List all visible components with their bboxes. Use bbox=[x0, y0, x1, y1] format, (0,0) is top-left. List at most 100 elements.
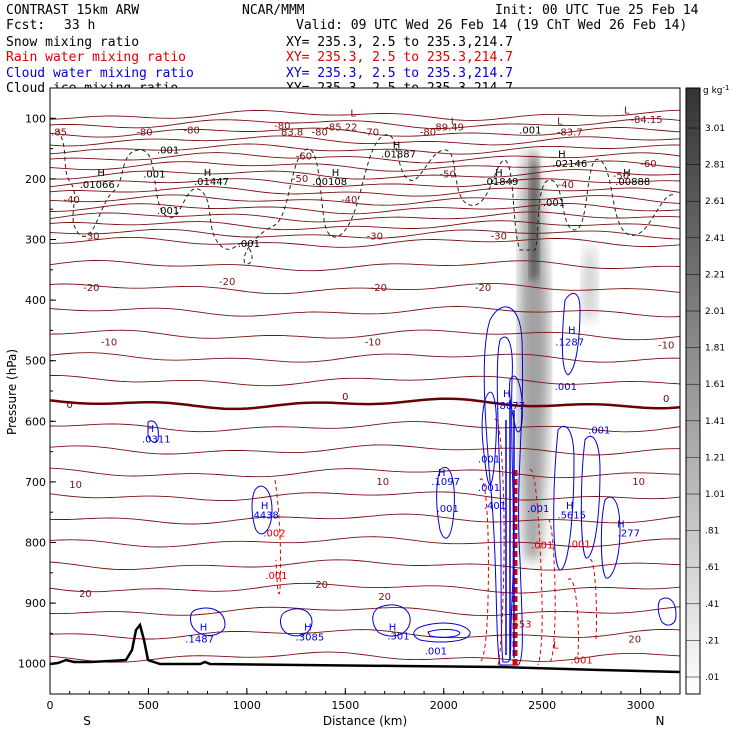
isotherm bbox=[50, 194, 680, 206]
x-tick-label: 1000 bbox=[233, 699, 261, 712]
freezing-level-isotherm bbox=[50, 397, 680, 411]
contour-label: .01066 bbox=[80, 180, 115, 191]
cloud-water-low3 bbox=[372, 604, 411, 637]
contour-label: .8077 bbox=[496, 401, 525, 412]
contour-label: H bbox=[568, 325, 576, 336]
contour-label: .001 bbox=[543, 198, 565, 209]
contour-label: 20 bbox=[628, 634, 641, 645]
rain-contour-4 bbox=[547, 519, 556, 663]
rain-contour-3 bbox=[529, 469, 543, 666]
contour-label: -20 bbox=[475, 283, 491, 294]
field-cloudwater-name: Cloud water mixing ratio bbox=[6, 66, 194, 81]
rain-contour-5 bbox=[567, 578, 579, 656]
colorbar-label: 2.41 bbox=[705, 234, 725, 244]
isotherm bbox=[50, 606, 680, 617]
contour-label: 20 bbox=[378, 592, 391, 603]
contour-label: .00108 bbox=[312, 177, 347, 188]
isotherm bbox=[50, 513, 680, 525]
contour-label: .301 bbox=[387, 631, 409, 642]
x-end-right: N bbox=[656, 714, 665, 728]
contour-label: 0 bbox=[67, 400, 73, 411]
contour-label: .5615 bbox=[557, 510, 586, 521]
contour-label: -20 bbox=[83, 283, 99, 294]
contour-label: -70 bbox=[363, 127, 379, 138]
contour-label: -80 bbox=[136, 127, 152, 138]
contour-label: .4438 bbox=[250, 510, 279, 521]
contour-label: -10 bbox=[365, 338, 381, 349]
x-tick-label: 1500 bbox=[331, 699, 359, 712]
header-title: CONTRAST 15km ARW bbox=[6, 3, 139, 18]
contour-label: H bbox=[503, 389, 511, 400]
x-tick-label: 2500 bbox=[528, 699, 556, 712]
isotherm bbox=[50, 186, 680, 197]
isotherm bbox=[50, 135, 680, 147]
contour-label: .001 bbox=[157, 145, 179, 156]
isotherm bbox=[50, 127, 680, 138]
cloud-water-low1 bbox=[190, 607, 226, 636]
contour-label: .001 bbox=[143, 170, 165, 181]
contour-label: .001 bbox=[555, 382, 577, 393]
contour-label: .001 bbox=[568, 539, 590, 550]
x-axis-label: Distance (km) bbox=[323, 714, 407, 728]
contour-label: 89.49 bbox=[435, 122, 464, 133]
contour-label: H bbox=[617, 519, 625, 530]
cloud-water-west2 bbox=[147, 420, 159, 443]
isotherm bbox=[50, 211, 680, 223]
contour-label: H bbox=[438, 468, 446, 479]
header-fcst-label: Fcst: bbox=[6, 18, 45, 33]
cloud-ice-contour bbox=[57, 129, 676, 265]
temperature-isotherms bbox=[50, 109, 680, 663]
terrain-line bbox=[50, 622, 680, 674]
isotherm bbox=[50, 109, 680, 121]
cloud-water-low4 bbox=[413, 622, 471, 643]
header-valid: Valid: 09 UTC Wed 26 Feb 14 (19 ChT Wed … bbox=[296, 18, 687, 33]
x-tick-label: 3000 bbox=[627, 699, 655, 712]
contour-label: -30 bbox=[491, 232, 507, 243]
isotherm bbox=[50, 203, 680, 215]
snow-streak-core bbox=[529, 150, 540, 280]
colorbar-label: 1.01 bbox=[705, 490, 725, 500]
header-init: Init: 00 UTC Tue 25 Feb 14 bbox=[495, 3, 699, 18]
colorbar-label: 1.81 bbox=[705, 344, 725, 354]
contour-label: -60 bbox=[640, 159, 656, 170]
colorbar-label: .41 bbox=[705, 600, 719, 610]
cloud-water-low4-inner bbox=[427, 629, 461, 638]
contour-label: .553 bbox=[509, 619, 531, 630]
contour-label: .001 bbox=[478, 455, 500, 466]
colorbar-label: .21 bbox=[705, 636, 719, 646]
contour-label: .001 bbox=[157, 206, 179, 217]
contour-label: H bbox=[147, 424, 155, 435]
x-tick-label: 500 bbox=[138, 699, 159, 712]
isotherm bbox=[50, 651, 680, 663]
contour-label: -40 bbox=[63, 195, 79, 206]
y-tick-label: 100 bbox=[25, 112, 46, 125]
contour-label: 3.85 bbox=[45, 127, 67, 138]
isotherm bbox=[50, 329, 680, 341]
isotherm bbox=[50, 421, 680, 433]
colorbar-unit: g kg-1 bbox=[703, 84, 729, 96]
contour-label: -80 bbox=[312, 127, 328, 138]
y-tick-label: 900 bbox=[25, 597, 46, 610]
isotherm bbox=[50, 169, 680, 180]
cloud-water-core bbox=[483, 306, 524, 666]
field-snow-name: Snow mixing ratio bbox=[6, 35, 139, 50]
contour-label: .001 bbox=[519, 125, 541, 136]
contour-label: .001 bbox=[570, 656, 592, 667]
contour-label: L bbox=[624, 105, 630, 116]
colorbar-label: 2.81 bbox=[705, 161, 725, 171]
contour-label: L bbox=[350, 108, 356, 119]
contour-label: -84.15 bbox=[630, 115, 662, 126]
contour-label: H bbox=[200, 622, 208, 633]
contour-label: .001 bbox=[238, 239, 260, 250]
y-tick-label: 400 bbox=[25, 294, 46, 307]
contour-label: .02146 bbox=[552, 159, 587, 170]
contour-label: .401 bbox=[484, 501, 506, 512]
isotherm bbox=[50, 467, 680, 479]
colorbar-label: .81 bbox=[705, 527, 719, 537]
isotherm bbox=[50, 536, 680, 548]
contour-label: .001 bbox=[437, 504, 459, 515]
cloud-water-east1 bbox=[553, 425, 575, 571]
field-rain-name: Rain water mixing ratio bbox=[6, 50, 186, 65]
